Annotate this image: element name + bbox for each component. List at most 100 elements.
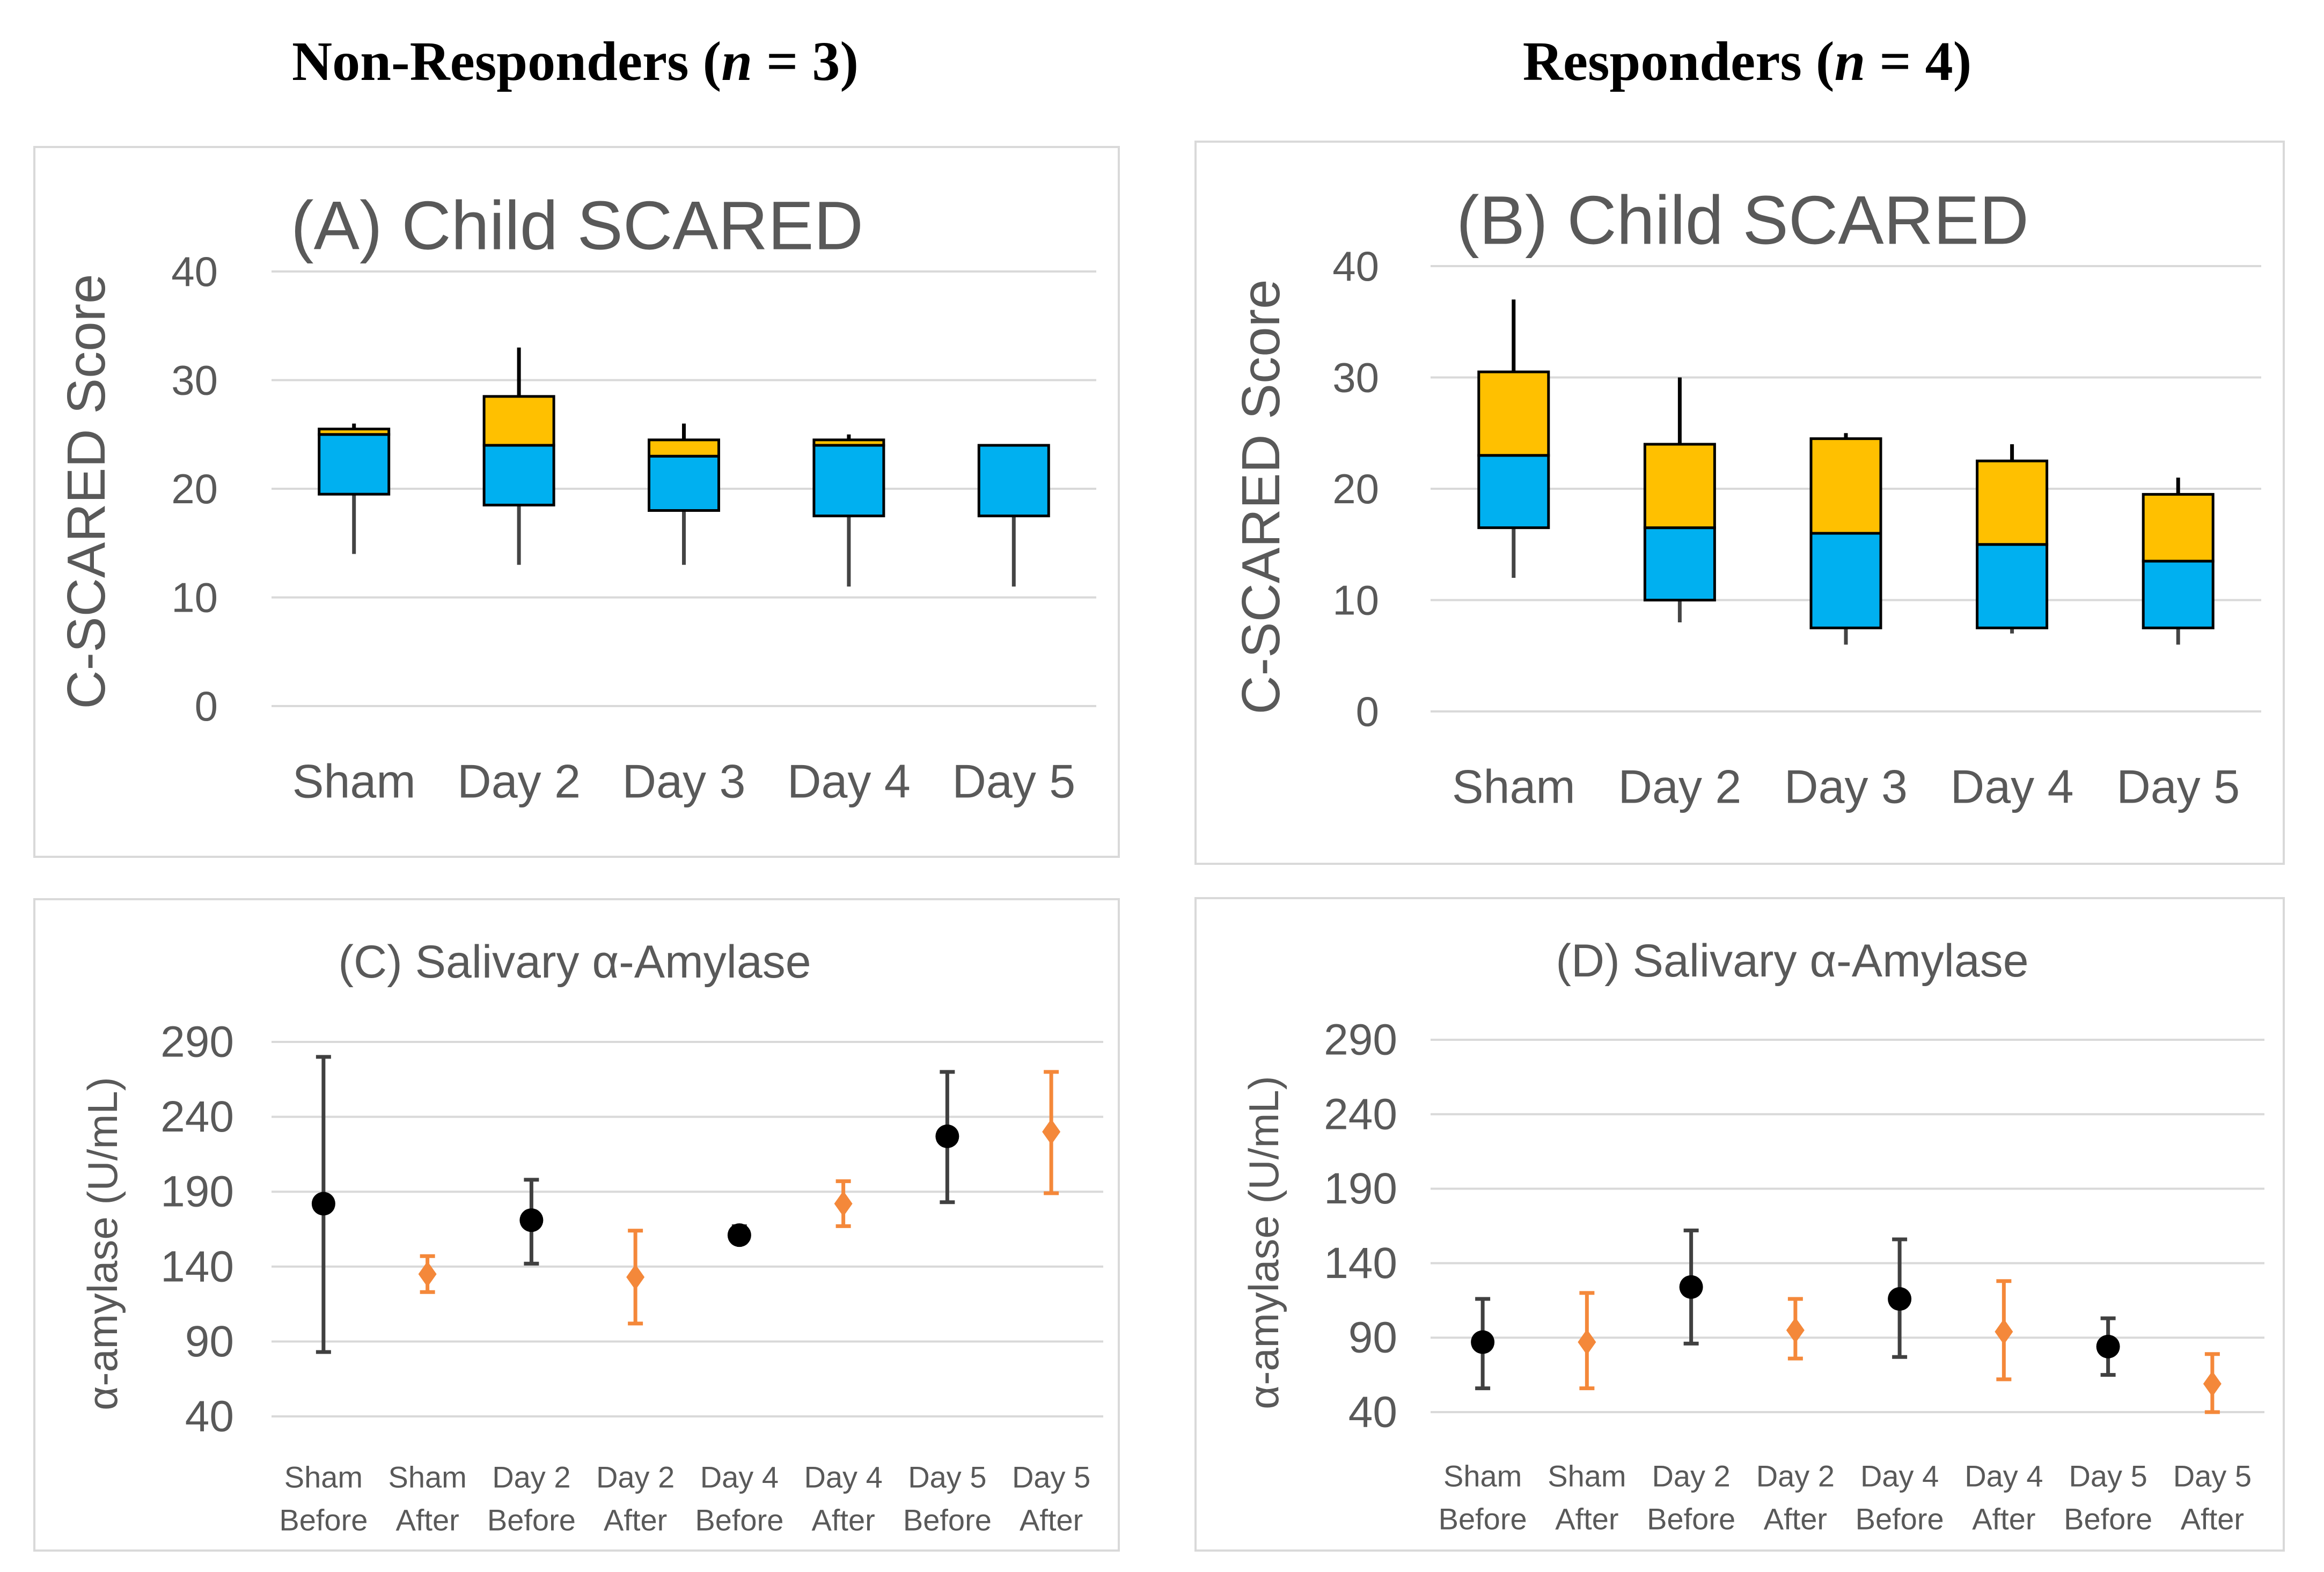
x-category-label: Day 3 — [622, 755, 746, 808]
x-category-label: Day 2 — [457, 755, 581, 808]
y-tick-label: 290 — [160, 1018, 234, 1067]
data-point-after — [1042, 1119, 1061, 1145]
x-category-label-line2: After — [604, 1503, 667, 1537]
x-category-label: Day 5 — [952, 755, 1075, 808]
chart-title: (C) Salivary α-Amylase — [338, 936, 811, 988]
data-point-before — [2096, 1334, 2120, 1358]
x-category-label: Day 2 — [1618, 760, 1741, 813]
y-tick-label: 240 — [1324, 1090, 1397, 1138]
box-lower-segment — [648, 454, 720, 512]
box-lower-segment — [2142, 560, 2215, 629]
x-category-label-line1: Day 5 — [908, 1460, 986, 1494]
data-point-after — [1578, 1329, 1596, 1355]
data-point-after — [1786, 1317, 1805, 1343]
x-category-label-line1: Day 2 — [1756, 1459, 1835, 1493]
box-upper-segment — [1477, 370, 1550, 457]
y-tick-label: 10 — [171, 574, 218, 621]
heading-non-responders-rest: = 3) — [752, 31, 859, 92]
x-category-label-line1: Sham — [1443, 1459, 1522, 1493]
x-category-label-line2: After — [1972, 1502, 2035, 1536]
box-lower-segment — [482, 444, 555, 506]
x-category-label: Day 4 — [787, 755, 911, 808]
x-category-label-line1: Day 2 — [1652, 1459, 1730, 1493]
y-tick-label: 90 — [1348, 1313, 1397, 1362]
y-tick-label: 40 — [1348, 1388, 1397, 1437]
data-point-after — [418, 1261, 437, 1287]
x-category-label-line1: Day 4 — [700, 1460, 779, 1494]
x-category-label-line2: Before — [2064, 1502, 2152, 1536]
box-lower-segment — [1477, 454, 1550, 530]
box-upper-segment — [482, 395, 555, 447]
data-point-after — [2203, 1371, 2222, 1397]
heading-non-responders-n: n — [721, 31, 753, 92]
x-category-label-line2: After — [395, 1503, 459, 1537]
y-tick-label: 10 — [1332, 577, 1379, 624]
heading-non-responders-text: Non-Responders ( — [291, 31, 722, 92]
chart-title: (B) Child SCARED — [1456, 182, 2029, 259]
chart-svg-d: 40 90 140 190 240 290 (D) Salivary α-Amylase α-… — [1240, 935, 2264, 1536]
y-tick-label: 30 — [171, 357, 218, 404]
x-category-label-line2: Before — [695, 1503, 783, 1537]
box-upper-segment — [2142, 493, 2215, 563]
y-tick-label: 190 — [160, 1167, 234, 1216]
heading-non-responders: Non-Responders (n = 3) — [292, 30, 859, 93]
chart-svg-c: 40 90 140 190 240 290 (C) Salivary α-Amylase α-… — [79, 936, 1103, 1537]
y-axis-label: C-SCARED Score — [1231, 279, 1291, 714]
data-point-before — [1888, 1287, 1912, 1311]
x-category-label-line1: Day 5 — [2069, 1459, 2147, 1493]
y-tick-label: 20 — [171, 465, 218, 512]
box-upper-segment — [812, 438, 885, 447]
heading-responders: Responders (n = 4) — [1523, 30, 1971, 93]
y-tick-label: 90 — [185, 1317, 234, 1366]
x-category-label-line2: After — [811, 1503, 875, 1537]
data-point-before — [519, 1208, 544, 1232]
x-category-label-line2: Before — [1439, 1502, 1527, 1536]
y-tick-label: 0 — [195, 682, 218, 730]
data-point-before — [311, 1192, 335, 1216]
y-tick-label: 240 — [160, 1092, 234, 1141]
y-tick-label: 140 — [1324, 1239, 1397, 1288]
y-tick-label: 20 — [1332, 465, 1379, 512]
box-upper-segment — [318, 428, 391, 436]
x-category-label-line2: Before — [487, 1503, 576, 1537]
box-lower-segment — [318, 433, 391, 496]
y-tick-label: 30 — [1332, 354, 1379, 401]
box-upper-segment — [1643, 443, 1716, 530]
x-category-label-line1: Day 4 — [1860, 1459, 1939, 1493]
data-point-before — [935, 1124, 959, 1148]
data-point-after — [1995, 1319, 2013, 1345]
y-tick-label: 40 — [185, 1392, 234, 1441]
x-category-label-line1: Day 5 — [1012, 1460, 1090, 1494]
box-lower-segment — [977, 444, 1050, 518]
x-category-label-line2: Before — [903, 1503, 992, 1537]
x-category-label: Day 3 — [1784, 760, 1908, 813]
chart-svg-b: 0 10 20 30 40 (B) Child SCARED C-SCARED Score S… — [1231, 182, 2261, 813]
x-category-label-line2: Before — [1856, 1502, 1944, 1536]
chart-svg-a: 0 10 20 30 40 (A) Child SCARED C-SCARED Score S… — [56, 188, 1096, 808]
data-point-before — [1679, 1275, 1703, 1299]
data-point-after — [834, 1191, 853, 1217]
chart-panel-d: 40 90 140 190 240 290 (D) Salivary α-Amylase α-… — [1194, 897, 2285, 1552]
x-category-label-line2: After — [1764, 1502, 1827, 1536]
box-lower-segment — [1809, 532, 1882, 629]
y-tick-label: 40 — [171, 248, 218, 295]
x-category-label-line1: Day 4 — [1964, 1459, 2043, 1493]
heading-responders-text: Responders ( — [1522, 31, 1835, 92]
data-point-before — [1471, 1330, 1495, 1354]
data-point-before — [727, 1223, 751, 1247]
box-lower-segment — [1643, 526, 1716, 601]
box-upper-segment — [1809, 437, 1882, 535]
x-category-label: Sham — [292, 755, 416, 808]
x-category-label-line1: Sham — [388, 1460, 466, 1494]
y-tick-label: 190 — [1324, 1164, 1397, 1213]
y-axis-label: C-SCARED Score — [56, 274, 116, 709]
x-category-label-line2: Before — [279, 1503, 368, 1537]
x-category-label-line1: Sham — [284, 1460, 363, 1494]
x-category-label-line2: After — [1020, 1503, 1083, 1537]
x-category-label: Day 5 — [2116, 760, 2240, 813]
x-category-label-line1: Day 4 — [804, 1460, 882, 1494]
y-tick-label: 0 — [1356, 688, 1379, 735]
x-category-label-line1: Sham — [1548, 1459, 1626, 1493]
x-category-label-line1: Day 2 — [596, 1460, 675, 1494]
x-category-label-line2: Before — [1647, 1502, 1735, 1536]
